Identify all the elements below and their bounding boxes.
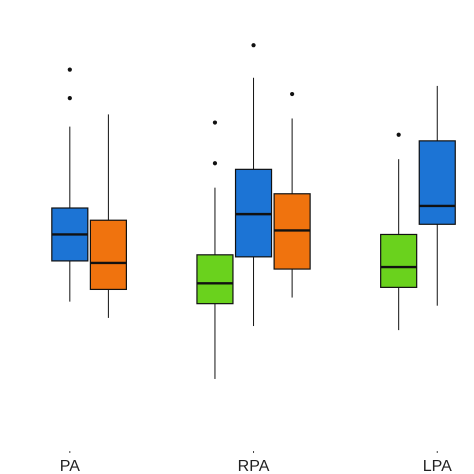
outlier-point xyxy=(251,43,256,48)
x-axis: PA RPA LPA xyxy=(60,451,452,474)
box-group xyxy=(418,85,456,306)
box-iqr xyxy=(89,219,128,291)
outlier-point xyxy=(290,91,295,97)
box-group xyxy=(89,114,128,318)
box-iqr xyxy=(380,233,418,288)
outlier-point xyxy=(212,161,218,166)
outlier-point xyxy=(67,67,72,72)
box-group xyxy=(196,120,234,379)
x-tick-label: RPA xyxy=(238,458,270,474)
outlier-point xyxy=(396,132,401,137)
box-iqr xyxy=(418,140,456,225)
box-iqr xyxy=(196,254,234,305)
box-group xyxy=(380,132,418,331)
box-group xyxy=(234,43,273,327)
outlier-point xyxy=(67,96,72,101)
box-group xyxy=(51,67,89,302)
box-group xyxy=(273,91,311,298)
outlier-point xyxy=(212,120,218,125)
x-tick-label: PA xyxy=(60,458,80,474)
x-tick-label: LPA xyxy=(423,458,452,474)
box-plot-area xyxy=(51,43,456,379)
